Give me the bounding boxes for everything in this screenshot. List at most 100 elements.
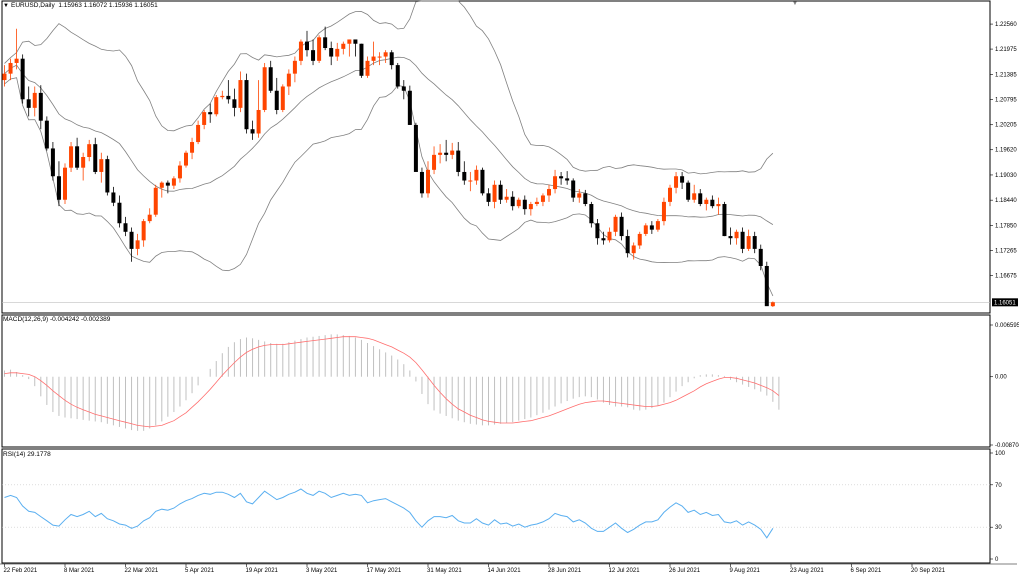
candle[interactable] — [292, 56, 297, 83]
candle[interactable] — [438, 144, 443, 164]
candle[interactable] — [698, 189, 703, 207]
candle[interactable] — [311, 39, 316, 66]
candle[interactable] — [492, 180, 497, 209]
candle[interactable] — [111, 186, 116, 207]
candle[interactable] — [317, 35, 322, 63]
candle[interactable] — [426, 161, 430, 198]
candle[interactable] — [528, 201, 533, 216]
candle[interactable] — [444, 139, 449, 162]
candle[interactable] — [383, 50, 388, 63]
candle[interactable] — [740, 227, 745, 254]
candle[interactable] — [456, 142, 461, 177]
candle[interactable] — [341, 41, 346, 55]
candle[interactable] — [637, 231, 642, 249]
candle[interactable] — [716, 197, 721, 215]
candle[interactable] — [147, 208, 152, 224]
triangle-down-icon[interactable]: ▼ — [3, 3, 9, 9]
candle[interactable] — [601, 231, 606, 245]
candle[interactable] — [99, 152, 104, 183]
candle[interactable] — [752, 231, 757, 254]
candle[interactable] — [323, 26, 328, 51]
candle[interactable] — [419, 167, 424, 198]
candle[interactable] — [208, 103, 213, 123]
candle[interactable] — [177, 161, 182, 183]
candle[interactable] — [661, 197, 666, 226]
candle[interactable] — [553, 169, 558, 194]
candle[interactable] — [117, 195, 122, 228]
candle[interactable] — [44, 116, 49, 151]
candle[interactable] — [407, 85, 412, 125]
candle[interactable] — [353, 39, 358, 57]
candle[interactable] — [93, 137, 98, 175]
candle[interactable] — [196, 120, 201, 145]
candle[interactable] — [728, 227, 733, 245]
candle[interactable] — [559, 171, 564, 185]
candle[interactable] — [26, 86, 31, 117]
candle[interactable] — [668, 184, 672, 207]
candle[interactable] — [141, 218, 146, 247]
candle[interactable] — [2, 65, 7, 87]
candle[interactable] — [171, 176, 176, 190]
candle[interactable] — [450, 142, 455, 160]
candle[interactable] — [81, 152, 86, 181]
candle[interactable] — [38, 85, 43, 130]
candle[interactable] — [510, 191, 515, 211]
candle[interactable] — [50, 142, 55, 181]
candle[interactable] — [674, 171, 679, 194]
candle[interactable] — [389, 50, 394, 70]
candle[interactable] — [371, 41, 376, 66]
candle[interactable] — [770, 301, 775, 308]
candle[interactable] — [643, 223, 648, 237]
candle[interactable] — [280, 84, 285, 113]
candle[interactable] — [395, 62, 400, 89]
candle[interactable] — [184, 150, 188, 168]
candle[interactable] — [583, 189, 588, 207]
candle[interactable] — [365, 56, 370, 78]
candle[interactable] — [129, 227, 134, 262]
candle[interactable] — [462, 161, 467, 185]
candle[interactable] — [655, 218, 660, 232]
candle[interactable] — [486, 188, 491, 207]
candle[interactable] — [565, 171, 570, 185]
candle[interactable] — [607, 227, 612, 243]
candle[interactable] — [359, 43, 364, 78]
candle[interactable] — [335, 42, 340, 61]
candle[interactable] — [244, 73, 249, 134]
candle[interactable] — [704, 197, 709, 211]
candle[interactable] — [159, 181, 164, 198]
candle[interactable] — [589, 201, 594, 228]
candle[interactable] — [401, 80, 406, 100]
candle[interactable] — [274, 77, 279, 115]
candle[interactable] — [347, 39, 352, 57]
candle[interactable] — [480, 167, 485, 196]
candle[interactable] — [105, 155, 110, 196]
candle[interactable] — [746, 229, 751, 252]
candle[interactable] — [14, 28, 19, 70]
candle[interactable] — [56, 161, 61, 207]
candle[interactable] — [413, 122, 418, 172]
candle[interactable] — [686, 180, 691, 202]
candle[interactable] — [238, 71, 243, 113]
candle[interactable] — [432, 146, 437, 175]
candle[interactable] — [534, 197, 539, 207]
candle[interactable] — [123, 216, 128, 237]
candle[interactable] — [32, 86, 37, 117]
candle[interactable] — [377, 52, 382, 66]
candle[interactable] — [692, 184, 697, 203]
candle[interactable] — [8, 58, 13, 81]
candle[interactable] — [722, 201, 727, 237]
candle[interactable] — [232, 88, 237, 117]
candle[interactable] — [516, 197, 521, 209]
candle[interactable] — [649, 221, 654, 234]
candle[interactable] — [75, 137, 80, 170]
candle[interactable] — [202, 109, 207, 130]
candle[interactable] — [87, 139, 92, 162]
candle[interactable] — [710, 195, 715, 209]
candle[interactable] — [522, 195, 527, 215]
candle[interactable] — [63, 163, 67, 205]
candle[interactable] — [20, 54, 25, 104]
candle[interactable] — [220, 90, 225, 100]
candle[interactable] — [268, 60, 273, 93]
candle[interactable] — [305, 30, 309, 57]
